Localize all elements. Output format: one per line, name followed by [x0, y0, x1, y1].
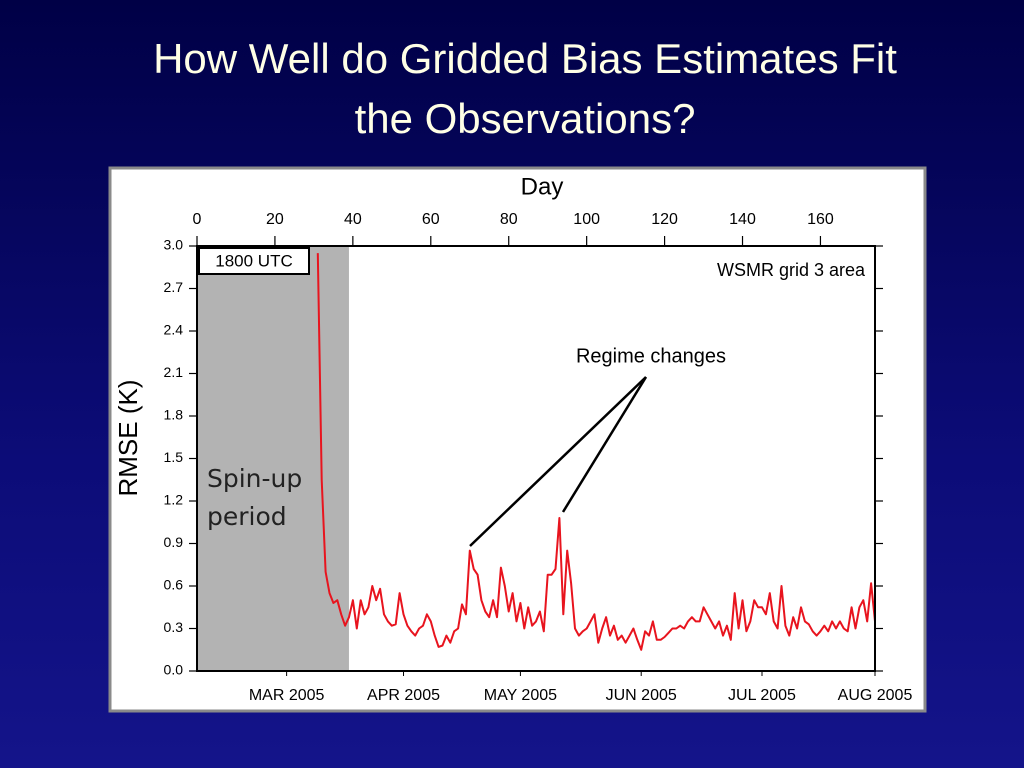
x-tick-label: 40: [344, 211, 362, 228]
slide-title: How Well do Gridded Bias Estimates Fit th…: [153, 35, 897, 142]
x-tick-label: 160: [807, 211, 834, 228]
plot-frame: [196, 245, 876, 672]
y-tick-label: 0.9: [164, 534, 184, 550]
regime-arrow: [469, 376, 647, 547]
rmse-line: [316, 253, 876, 651]
x2-tick-label: JUN 2005: [606, 687, 677, 704]
regime-arrow: [561, 376, 648, 513]
y-tick-label: 2.4: [164, 322, 184, 338]
x-tick-label: 20: [266, 211, 284, 228]
y-tick-label: 0.3: [164, 619, 184, 635]
x2-tick-label: AUG 2005: [838, 687, 913, 704]
regime-label: Regime changes: [576, 345, 726, 367]
spin-up-label: Spin-up: [207, 464, 302, 493]
y-tick-label: 2.7: [164, 279, 184, 295]
x-tick-label: 0: [193, 211, 202, 228]
spin-up-shade: [197, 246, 349, 671]
x2-tick-label: MAY 2005: [484, 687, 557, 704]
spin-up-label: period: [207, 502, 287, 531]
y-tick-label: 1.8: [164, 407, 184, 423]
utc-box: [198, 247, 310, 275]
y-tick-label: 0.0: [164, 662, 184, 678]
y-tick-label: 0.6: [164, 577, 184, 593]
x2-tick-label: APR 2005: [367, 687, 440, 704]
x-tick-label: 80: [500, 211, 518, 228]
y-tick-label: 1.5: [164, 449, 184, 465]
y-tick-label: 2.1: [164, 364, 184, 380]
y-tick-label: 1.2: [164, 492, 184, 508]
x2-tick-label: JUL 2005: [728, 687, 796, 704]
x2-tick-label: MAR 2005: [249, 687, 325, 704]
x-tick-label: 100: [573, 211, 600, 228]
x-axis-label: Day: [521, 173, 564, 200]
x-tick-label: 140: [729, 211, 756, 228]
y-axis-label: RMSE (K): [113, 380, 143, 497]
y-tick-label: 3.0: [164, 237, 184, 253]
x-tick-label: 60: [422, 211, 440, 228]
utc-label: 1800 UTC: [215, 251, 292, 270]
chart: Spin-up period 0.0 0.3 0.6 0.9 1.2 1.5 1.8 2.1 2.4…: [113, 173, 913, 704]
area-label: WSMR grid 3 area: [717, 260, 866, 280]
x-tick-label: 120: [651, 211, 678, 228]
